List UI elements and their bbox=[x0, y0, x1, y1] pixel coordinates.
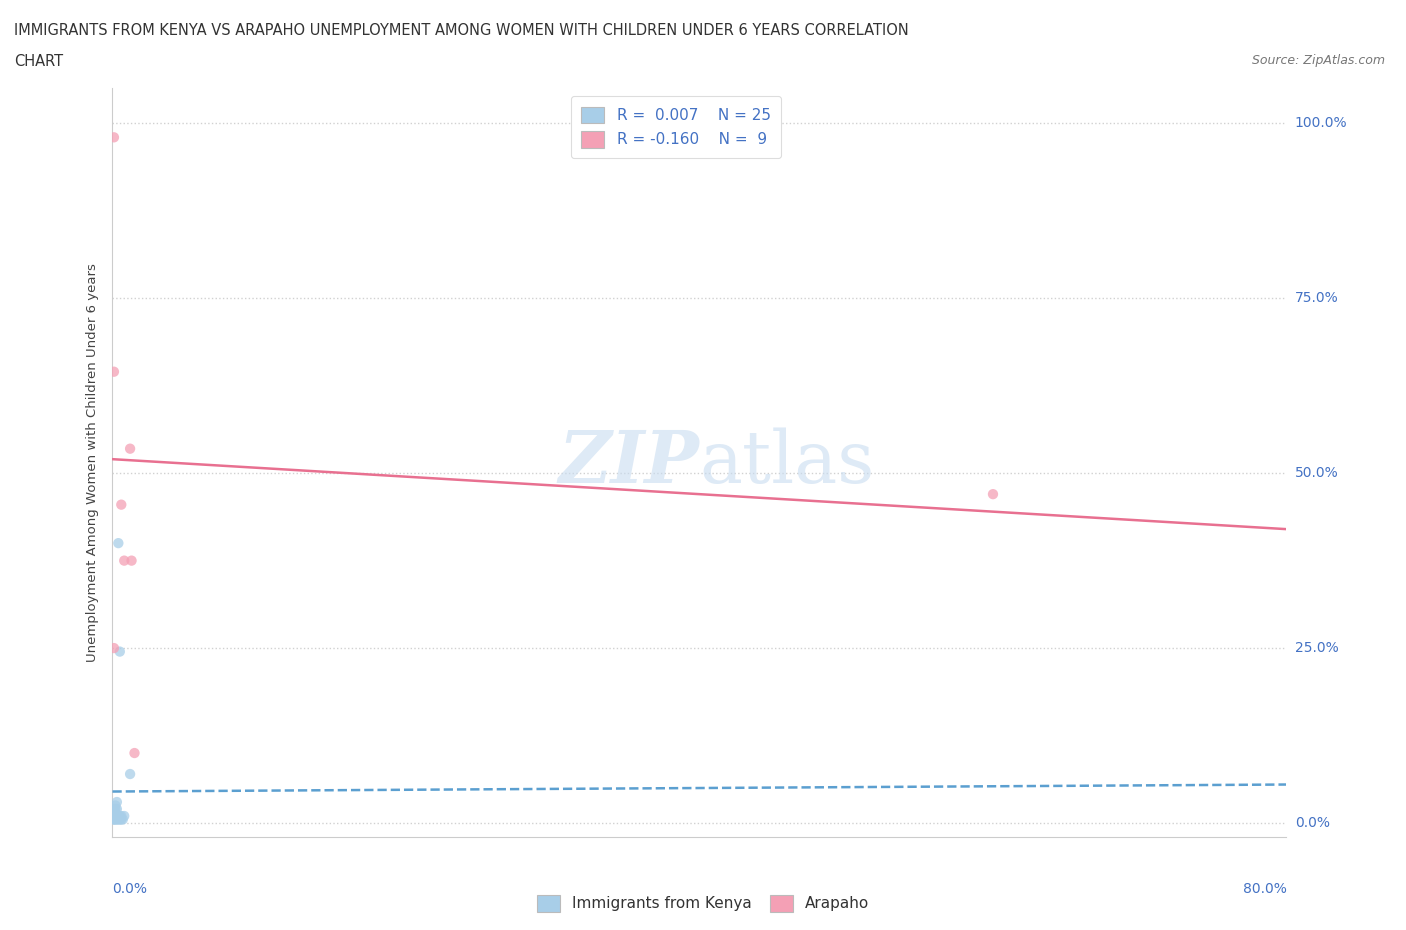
Point bbox=[103, 808, 125, 823]
Text: CHART: CHART bbox=[14, 54, 63, 69]
Text: ZIP: ZIP bbox=[558, 427, 699, 498]
Point bbox=[120, 766, 142, 781]
Point bbox=[104, 808, 127, 823]
Point bbox=[104, 812, 127, 827]
Text: 75.0%: 75.0% bbox=[1295, 291, 1339, 305]
Point bbox=[103, 365, 125, 379]
Point bbox=[103, 130, 125, 145]
Text: IMMIGRANTS FROM KENYA VS ARAPAHO UNEMPLOYMENT AMONG WOMEN WITH CHILDREN UNDER 6 : IMMIGRANTS FROM KENYA VS ARAPAHO UNEMPLO… bbox=[14, 23, 908, 38]
Point bbox=[108, 808, 131, 823]
Text: Source: ZipAtlas.com: Source: ZipAtlas.com bbox=[1251, 54, 1385, 67]
Point bbox=[103, 805, 125, 820]
Point bbox=[110, 498, 132, 512]
Point bbox=[981, 486, 1004, 501]
Point bbox=[111, 812, 134, 827]
Point bbox=[110, 812, 132, 827]
Point bbox=[103, 641, 125, 656]
Point bbox=[124, 746, 146, 761]
Point bbox=[121, 553, 143, 568]
Text: 80.0%: 80.0% bbox=[1243, 882, 1286, 896]
Point bbox=[120, 441, 142, 456]
Point bbox=[103, 802, 125, 817]
Legend: R =  0.007    N = 25, R = -0.160    N =  9: R = 0.007 N = 25, R = -0.160 N = 9 bbox=[571, 96, 782, 158]
Point bbox=[105, 802, 128, 817]
Point bbox=[108, 644, 131, 659]
Text: 0.0%: 0.0% bbox=[112, 882, 148, 896]
Point bbox=[104, 798, 127, 813]
Text: 50.0%: 50.0% bbox=[1295, 466, 1339, 480]
Point bbox=[112, 553, 135, 568]
Point bbox=[103, 812, 125, 827]
Text: atlas: atlas bbox=[699, 428, 875, 498]
Point bbox=[105, 808, 128, 823]
Text: 0.0%: 0.0% bbox=[1295, 816, 1330, 830]
Point bbox=[107, 808, 129, 823]
Point bbox=[107, 812, 129, 827]
Point bbox=[105, 812, 128, 827]
Point bbox=[108, 812, 131, 827]
Point bbox=[104, 802, 127, 817]
Point bbox=[112, 808, 135, 823]
Text: 100.0%: 100.0% bbox=[1295, 116, 1347, 130]
Point bbox=[105, 794, 128, 809]
Y-axis label: Unemployment Among Women with Children Under 6 years: Unemployment Among Women with Children U… bbox=[86, 263, 100, 662]
Legend: Immigrants from Kenya, Arapaho: Immigrants from Kenya, Arapaho bbox=[530, 889, 876, 918]
Point bbox=[110, 808, 132, 823]
Point bbox=[103, 812, 125, 827]
Text: 25.0%: 25.0% bbox=[1295, 641, 1339, 655]
Point bbox=[107, 536, 129, 551]
Point bbox=[104, 805, 127, 820]
